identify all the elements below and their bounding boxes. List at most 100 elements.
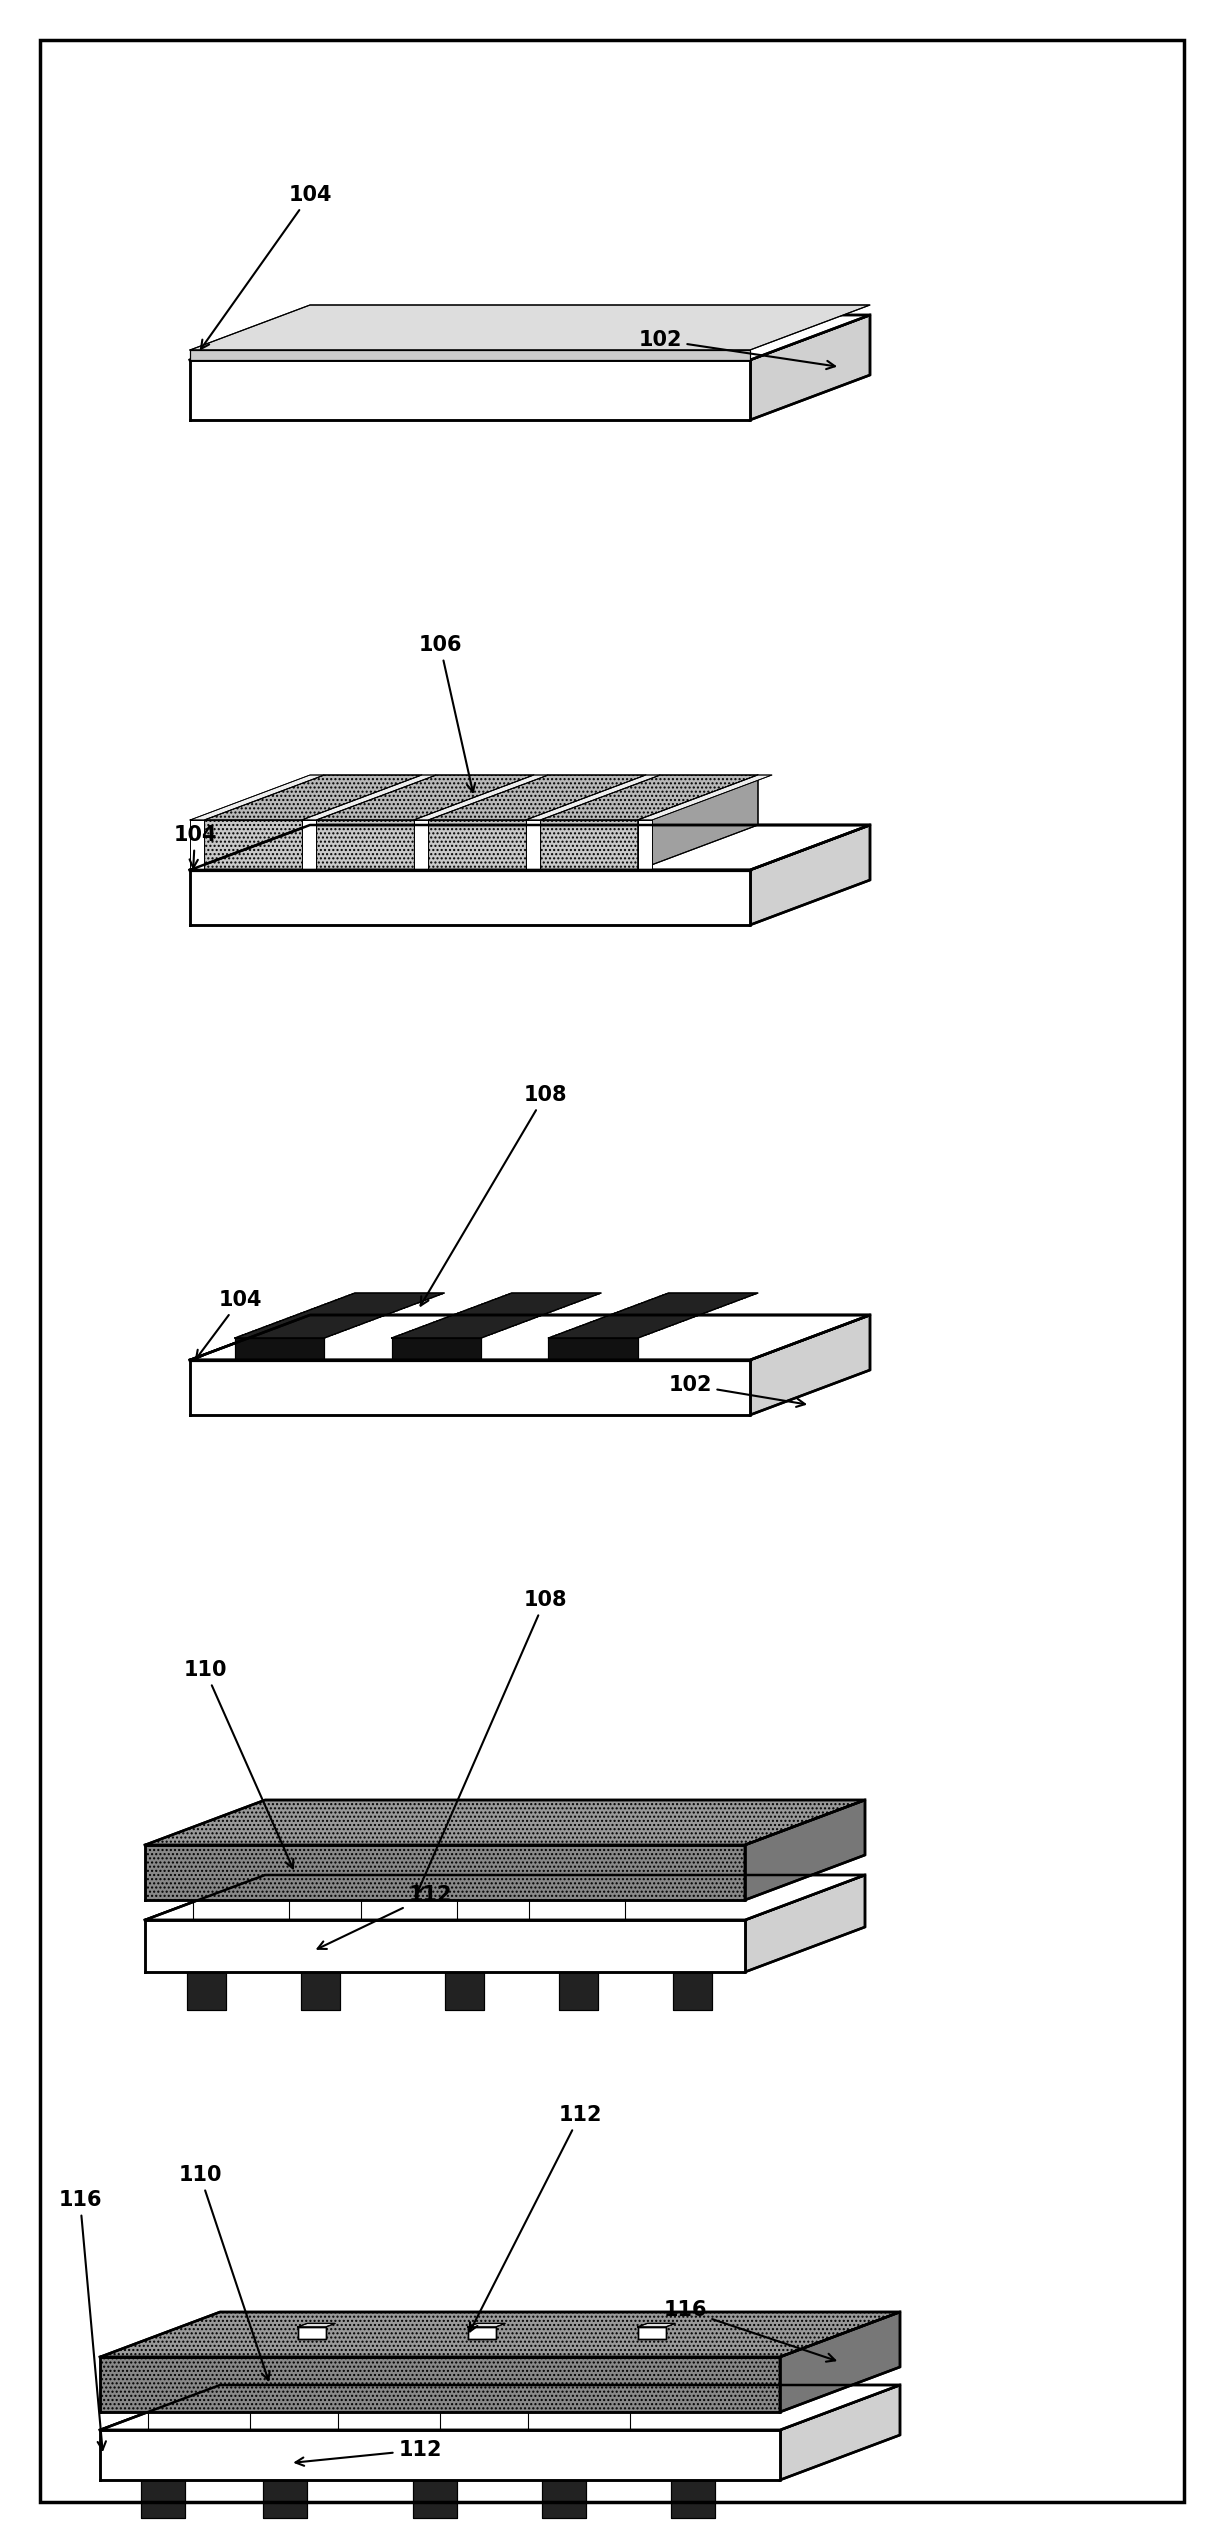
Text: 112: 112 bbox=[470, 2105, 602, 2331]
Polygon shape bbox=[638, 775, 758, 869]
Polygon shape bbox=[204, 775, 422, 821]
Polygon shape bbox=[141, 2481, 185, 2519]
Polygon shape bbox=[750, 826, 870, 925]
Polygon shape bbox=[338, 2412, 439, 2430]
Polygon shape bbox=[190, 869, 750, 925]
Polygon shape bbox=[190, 351, 750, 361]
Polygon shape bbox=[638, 2326, 666, 2339]
Text: 104: 104 bbox=[201, 186, 332, 348]
Polygon shape bbox=[190, 315, 870, 361]
Text: 116: 116 bbox=[663, 2301, 835, 2362]
Polygon shape bbox=[542, 2473, 601, 2481]
Polygon shape bbox=[361, 1899, 457, 1919]
Polygon shape bbox=[412, 2473, 471, 2481]
Polygon shape bbox=[529, 1899, 625, 1919]
Polygon shape bbox=[297, 2323, 335, 2326]
Polygon shape bbox=[193, 1899, 289, 1919]
Polygon shape bbox=[100, 2384, 900, 2430]
Polygon shape bbox=[190, 1314, 870, 1360]
Polygon shape bbox=[540, 775, 758, 821]
Polygon shape bbox=[468, 2323, 506, 2326]
Polygon shape bbox=[671, 2473, 730, 2481]
Polygon shape bbox=[204, 821, 302, 869]
Polygon shape bbox=[392, 1294, 601, 1337]
Polygon shape bbox=[316, 775, 534, 821]
Text: 108: 108 bbox=[421, 1085, 567, 1307]
Polygon shape bbox=[540, 821, 638, 869]
Polygon shape bbox=[263, 2481, 307, 2519]
Polygon shape bbox=[745, 1876, 865, 1973]
Polygon shape bbox=[526, 775, 660, 821]
Polygon shape bbox=[302, 775, 436, 821]
Polygon shape bbox=[548, 1337, 638, 1360]
Polygon shape bbox=[673, 1973, 712, 2011]
Text: 102: 102 bbox=[638, 330, 835, 369]
Text: 108: 108 bbox=[416, 1589, 567, 1894]
Polygon shape bbox=[428, 775, 646, 821]
Polygon shape bbox=[529, 1856, 745, 1899]
Polygon shape bbox=[745, 1800, 865, 1899]
Polygon shape bbox=[301, 1973, 340, 2011]
Polygon shape bbox=[302, 821, 316, 869]
Text: 102: 102 bbox=[668, 1375, 805, 1406]
Text: 110: 110 bbox=[179, 2166, 269, 2379]
Polygon shape bbox=[750, 1314, 870, 1416]
Polygon shape bbox=[100, 2313, 900, 2356]
Polygon shape bbox=[671, 2481, 715, 2519]
Text: 106: 106 bbox=[419, 636, 475, 793]
Polygon shape bbox=[190, 826, 870, 869]
Polygon shape bbox=[548, 1294, 758, 1337]
Polygon shape bbox=[190, 361, 750, 419]
Polygon shape bbox=[529, 2412, 630, 2430]
Polygon shape bbox=[468, 2326, 496, 2339]
Polygon shape bbox=[428, 821, 526, 869]
Polygon shape bbox=[190, 775, 324, 821]
Polygon shape bbox=[301, 1968, 355, 1973]
Polygon shape bbox=[638, 821, 652, 869]
Text: 104: 104 bbox=[196, 1289, 262, 1360]
Polygon shape bbox=[673, 1968, 726, 1973]
Polygon shape bbox=[780, 2313, 900, 2412]
Polygon shape bbox=[144, 1800, 865, 1845]
Polygon shape bbox=[361, 1856, 577, 1899]
Polygon shape bbox=[141, 2473, 200, 2481]
Polygon shape bbox=[148, 2412, 250, 2430]
Text: 104: 104 bbox=[174, 826, 217, 867]
Polygon shape bbox=[144, 1876, 865, 1919]
Polygon shape bbox=[750, 315, 870, 419]
Polygon shape bbox=[414, 775, 548, 821]
Polygon shape bbox=[235, 1294, 444, 1337]
Polygon shape bbox=[559, 1973, 599, 2011]
Polygon shape bbox=[263, 2473, 322, 2481]
Polygon shape bbox=[529, 2367, 750, 2412]
Polygon shape bbox=[193, 1856, 409, 1899]
Polygon shape bbox=[446, 1968, 498, 1973]
Polygon shape bbox=[235, 1337, 324, 1360]
Polygon shape bbox=[780, 2384, 900, 2481]
Polygon shape bbox=[297, 2326, 326, 2339]
Polygon shape bbox=[190, 305, 870, 351]
Polygon shape bbox=[392, 1337, 481, 1360]
Polygon shape bbox=[412, 2481, 457, 2519]
Polygon shape bbox=[638, 775, 772, 821]
Polygon shape bbox=[542, 2481, 586, 2519]
Polygon shape bbox=[414, 821, 428, 869]
Polygon shape bbox=[190, 821, 204, 869]
Text: 112: 112 bbox=[295, 2440, 442, 2466]
Text: 116: 116 bbox=[59, 2191, 106, 2450]
Polygon shape bbox=[190, 1360, 750, 1416]
Polygon shape bbox=[526, 821, 540, 869]
Polygon shape bbox=[144, 1845, 745, 1899]
Polygon shape bbox=[100, 2430, 780, 2481]
Text: 110: 110 bbox=[184, 1660, 294, 1868]
Polygon shape bbox=[559, 1968, 612, 1973]
Polygon shape bbox=[316, 821, 414, 869]
Polygon shape bbox=[144, 1919, 745, 1973]
Text: 112: 112 bbox=[317, 1886, 452, 1950]
Polygon shape bbox=[638, 2323, 676, 2326]
Polygon shape bbox=[446, 1973, 483, 2011]
Polygon shape bbox=[100, 2356, 780, 2412]
Polygon shape bbox=[187, 1973, 226, 2011]
Polygon shape bbox=[338, 2367, 561, 2412]
Polygon shape bbox=[148, 2367, 370, 2412]
